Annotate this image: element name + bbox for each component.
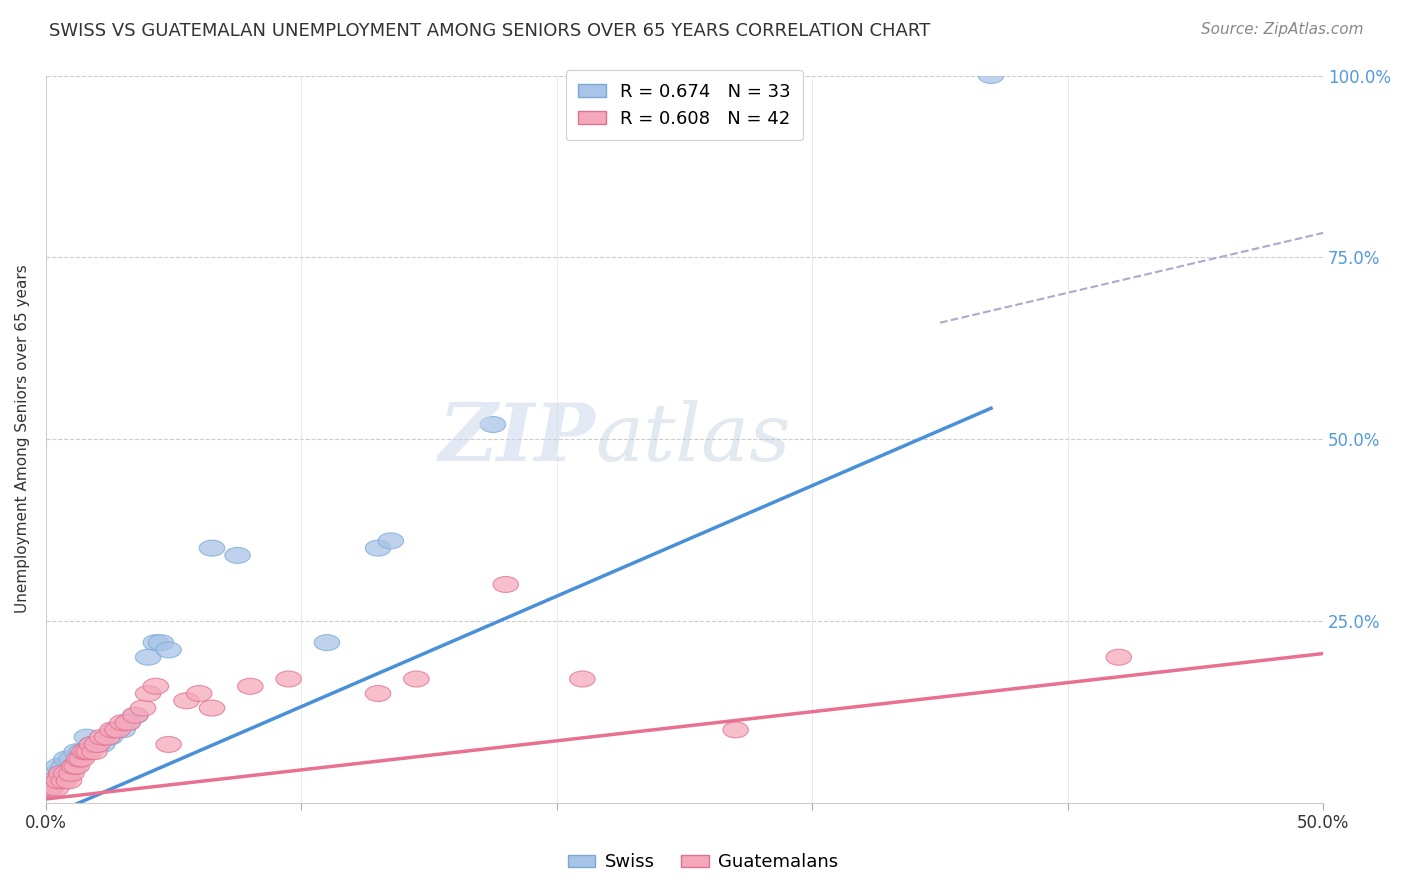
Ellipse shape: [44, 780, 69, 796]
Ellipse shape: [148, 634, 174, 650]
Ellipse shape: [69, 751, 94, 767]
Ellipse shape: [82, 744, 107, 760]
Legend: Swiss, Guatemalans: Swiss, Guatemalans: [561, 847, 845, 879]
Ellipse shape: [366, 686, 391, 701]
Ellipse shape: [131, 700, 156, 716]
Ellipse shape: [59, 751, 84, 767]
Ellipse shape: [94, 729, 120, 745]
Ellipse shape: [110, 714, 135, 731]
Ellipse shape: [63, 758, 90, 774]
Ellipse shape: [187, 686, 212, 701]
Ellipse shape: [44, 765, 69, 781]
Ellipse shape: [56, 772, 82, 789]
Ellipse shape: [79, 737, 104, 753]
Text: ZIP: ZIP: [439, 401, 595, 478]
Ellipse shape: [104, 722, 131, 738]
Ellipse shape: [100, 722, 125, 738]
Ellipse shape: [481, 417, 506, 433]
Ellipse shape: [378, 533, 404, 549]
Ellipse shape: [115, 714, 141, 731]
Ellipse shape: [276, 671, 301, 687]
Ellipse shape: [314, 634, 340, 650]
Ellipse shape: [90, 737, 115, 753]
Ellipse shape: [72, 744, 97, 760]
Ellipse shape: [110, 722, 135, 738]
Ellipse shape: [115, 714, 141, 731]
Ellipse shape: [122, 707, 148, 723]
Ellipse shape: [174, 693, 200, 709]
Ellipse shape: [49, 765, 75, 781]
Text: atlas: atlas: [595, 401, 790, 478]
Ellipse shape: [569, 671, 595, 687]
Ellipse shape: [76, 744, 103, 760]
Ellipse shape: [38, 772, 63, 789]
Ellipse shape: [53, 751, 79, 767]
Ellipse shape: [75, 744, 100, 760]
Ellipse shape: [51, 772, 76, 789]
Ellipse shape: [51, 758, 76, 774]
Text: Source: ZipAtlas.com: Source: ZipAtlas.com: [1201, 22, 1364, 37]
Ellipse shape: [97, 729, 122, 745]
Ellipse shape: [200, 541, 225, 556]
Ellipse shape: [35, 780, 62, 796]
Ellipse shape: [63, 744, 90, 760]
Ellipse shape: [46, 758, 72, 774]
Ellipse shape: [156, 737, 181, 753]
Ellipse shape: [79, 737, 104, 753]
Ellipse shape: [366, 541, 391, 556]
Ellipse shape: [494, 576, 519, 592]
Ellipse shape: [41, 772, 66, 789]
Ellipse shape: [84, 737, 110, 753]
Ellipse shape: [979, 68, 1004, 84]
Ellipse shape: [41, 772, 66, 789]
Ellipse shape: [75, 729, 100, 745]
Ellipse shape: [723, 722, 748, 738]
Ellipse shape: [56, 765, 82, 781]
Ellipse shape: [135, 649, 160, 665]
Legend: R = 0.674   N = 33, R = 0.608   N = 42: R = 0.674 N = 33, R = 0.608 N = 42: [565, 70, 803, 140]
Ellipse shape: [38, 780, 63, 796]
Ellipse shape: [156, 642, 181, 658]
Ellipse shape: [46, 772, 72, 789]
Ellipse shape: [200, 700, 225, 716]
Ellipse shape: [1107, 649, 1132, 665]
Ellipse shape: [225, 548, 250, 564]
Ellipse shape: [143, 634, 169, 650]
Ellipse shape: [84, 737, 110, 753]
Ellipse shape: [62, 758, 87, 774]
Ellipse shape: [49, 765, 75, 781]
Y-axis label: Unemployment Among Seniors over 65 years: Unemployment Among Seniors over 65 years: [15, 265, 30, 614]
Ellipse shape: [238, 678, 263, 694]
Ellipse shape: [143, 678, 169, 694]
Ellipse shape: [122, 707, 148, 723]
Ellipse shape: [59, 765, 84, 781]
Ellipse shape: [69, 744, 94, 760]
Ellipse shape: [90, 729, 115, 745]
Ellipse shape: [404, 671, 429, 687]
Ellipse shape: [103, 722, 128, 738]
Ellipse shape: [66, 751, 91, 767]
Ellipse shape: [53, 765, 79, 781]
Text: SWISS VS GUATEMALAN UNEMPLOYMENT AMONG SENIORS OVER 65 YEARS CORRELATION CHART: SWISS VS GUATEMALAN UNEMPLOYMENT AMONG S…: [49, 22, 931, 40]
Ellipse shape: [135, 686, 160, 701]
Ellipse shape: [35, 780, 62, 796]
Ellipse shape: [62, 758, 87, 774]
